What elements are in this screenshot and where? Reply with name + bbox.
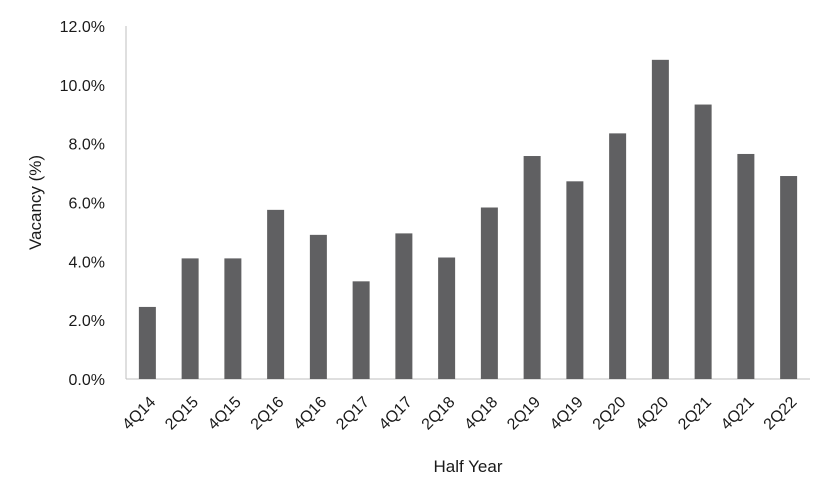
x-tick-label: 2Q17: [333, 394, 373, 434]
x-tick-label: 4Q18: [461, 394, 501, 434]
y-tick-label: 0.0%: [69, 372, 105, 389]
bar-2q21: [694, 104, 712, 379]
x-axis-title: Half Year: [434, 457, 503, 476]
y-tick-label: 6.0%: [69, 196, 105, 213]
x-tick-label: 2Q19: [504, 394, 544, 434]
y-axis: 0.0% 2.0% 4.0% 6.0% 8.0% 10.0% 12.0%: [60, 19, 127, 389]
bar-4q17: [395, 233, 413, 379]
x-tick-label: 4Q14: [119, 394, 159, 434]
bar-2q15: [181, 258, 199, 379]
x-tick-label: 2Q18: [419, 394, 459, 434]
x-tick-label: 4Q15: [205, 394, 245, 434]
x-tick-label: 2Q21: [675, 394, 715, 434]
x-axis: 4Q14 2Q15 4Q15 2Q16 4Q16 2Q17 4Q17 2Q18 4Q18 2Q19…: [119, 378, 810, 434]
y-tick-label: 10.0%: [60, 78, 105, 95]
bar-2q18: [438, 257, 456, 379]
bar-4q21: [737, 153, 755, 379]
x-tick-label: 2Q20: [590, 394, 630, 434]
bar-2q22: [780, 176, 798, 379]
y-tick-label: 8.0%: [69, 137, 105, 154]
x-tick-label: 4Q17: [376, 394, 416, 434]
y-axis-title: Vacancy (%): [26, 155, 45, 250]
y-tick-label: 2.0%: [69, 313, 105, 330]
x-tick-label: 4Q20: [632, 394, 672, 434]
bar-4q16: [309, 234, 327, 379]
bar-2q17: [352, 281, 370, 379]
bar-2q19: [523, 156, 541, 379]
x-tick-label: 2Q15: [162, 394, 202, 434]
y-tick-label: 4.0%: [69, 254, 105, 271]
bars: [138, 59, 798, 380]
x-tick-label: 2Q16: [248, 394, 288, 434]
x-tick-label: 2Q22: [761, 394, 801, 434]
bar-4q19: [566, 181, 584, 379]
bar-4q18: [480, 207, 498, 379]
x-tick-label: 4Q16: [290, 394, 330, 434]
bar-4q15: [224, 258, 242, 379]
bar-2q20: [609, 133, 627, 379]
y-tick-label: 12.0%: [60, 19, 105, 36]
bar-4q20: [651, 59, 669, 380]
bar-2q16: [267, 209, 285, 379]
bar-4q14: [138, 306, 156, 379]
x-tick-label: 4Q21: [718, 394, 758, 434]
x-tick-label: 4Q19: [547, 394, 587, 434]
